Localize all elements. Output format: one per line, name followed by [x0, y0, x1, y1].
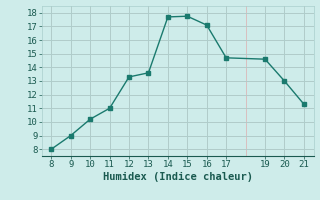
- X-axis label: Humidex (Indice chaleur): Humidex (Indice chaleur): [103, 172, 252, 182]
